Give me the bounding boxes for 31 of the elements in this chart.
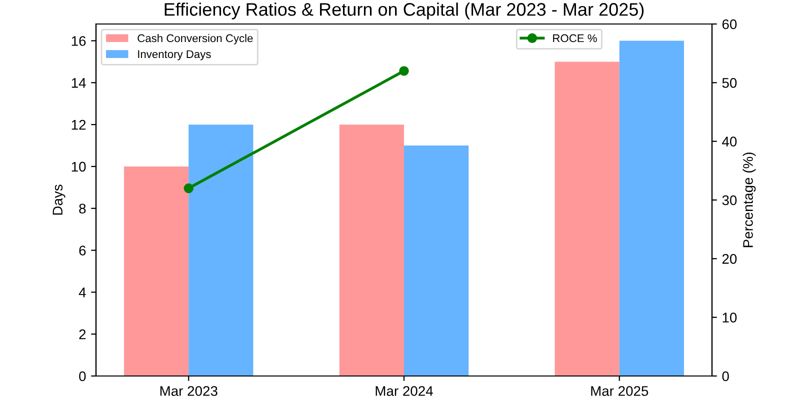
- y2-tick-label: 30: [722, 195, 737, 206]
- x-tick-label: Mar 2025: [591, 386, 648, 396]
- legend-label: Cash Conversion Cycle: [138, 34, 253, 44]
- legend-label: Inventory Days: [138, 50, 211, 60]
- y-tick-label: 4: [78, 288, 86, 298]
- bar: [404, 146, 469, 376]
- y-tick-label: 16: [72, 36, 86, 46]
- y-tick-label: 6: [79, 246, 86, 256]
- y2-axis-title: Percentage (%): [742, 152, 756, 248]
- bar: [619, 40, 684, 376]
- bar: [339, 124, 404, 376]
- y-axis-title: Days: [52, 184, 66, 215]
- x-tick-label: Mar 2023: [160, 386, 218, 396]
- y2-tick-label: 50: [722, 78, 737, 88]
- y-tick-label: 12: [72, 120, 86, 130]
- bar: [554, 62, 620, 376]
- y2-tick-label: 20: [722, 254, 737, 264]
- bar: [188, 124, 254, 376]
- y2-tick-label: 10: [722, 312, 737, 323]
- y-tick-label: 10: [72, 162, 86, 172]
- y2-tick-label: 40: [722, 136, 737, 147]
- y-tick-label: 8: [79, 204, 86, 214]
- bar: [124, 166, 189, 376]
- chart-title: Efficiency Ratios & Return on Capital (Mar 2023 - Mar 2025): [164, 2, 644, 20]
- x-tick-label: Mar 2024: [376, 386, 433, 396]
- legend-label: ROCE %: [553, 34, 597, 42]
- y-tick-label: 2: [79, 329, 86, 340]
- y2-tick-label: 60: [722, 19, 737, 30]
- y-tick-label: 14: [72, 78, 86, 88]
- y-tick-label: 0: [79, 371, 86, 382]
- y2-tick-label: 0: [722, 371, 729, 382]
